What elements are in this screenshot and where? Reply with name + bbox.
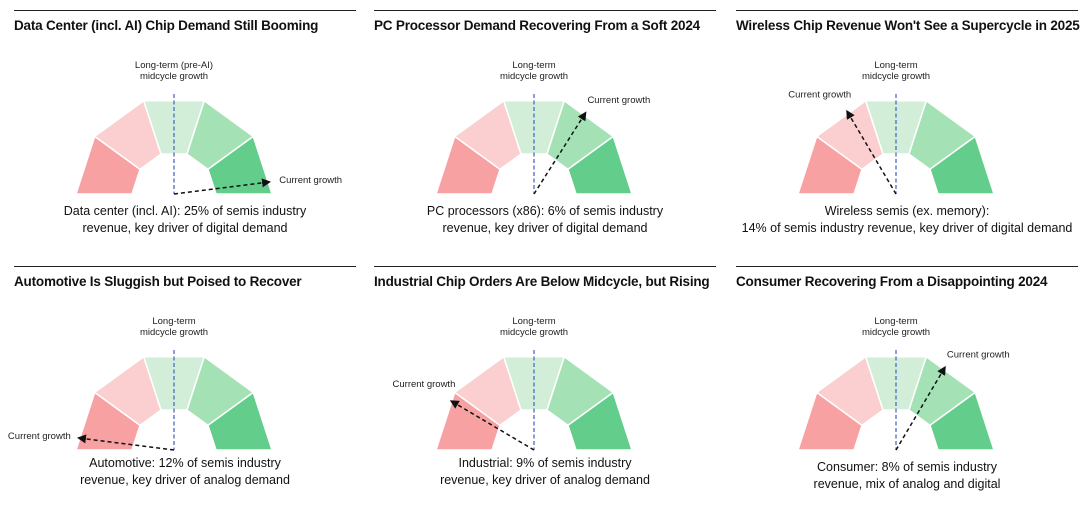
panel-title: Data Center (incl. AI) Chip Demand Still…: [14, 18, 319, 33]
current-growth-arrow: [533, 111, 587, 195]
caption-line-1: PC processors (x86): 6% of semis industr…: [426, 204, 664, 218]
reference-label-line-1: Long-term: [152, 316, 195, 327]
caption-line-2: revenue, key driver of analog demand: [80, 473, 290, 487]
reference-label-line-1: Long-term: [512, 316, 555, 327]
panel-title: Industrial Chip Orders Are Below Midcycl…: [374, 274, 710, 289]
panel-top-rule: [374, 266, 716, 267]
gauge-chart: Long-term (pre-AI)midcycle growth Current…: [74, 60, 342, 195]
gauge-panel-consumer: Consumer Recovering From a Disappointing…: [736, 266, 1078, 516]
panel-title: Consumer Recovering From a Disappointing…: [736, 274, 1048, 289]
gauge-panel-data-center: Data Center (incl. AI) Chip Demand Still…: [14, 10, 356, 260]
gauge-panel-wireless: Wireless Chip Revenue Won't See a Superc…: [736, 10, 1080, 260]
gauge-segment-5: [567, 391, 634, 451]
caption-line-2: revenue, key driver of digital demand: [82, 221, 288, 235]
reference-label-line-1: Long-term: [874, 316, 917, 327]
gauge-segment-5: [207, 391, 274, 451]
gauge-panel-industrial: Industrial Chip Orders Are Below Midcycl…: [374, 266, 716, 516]
panel-caption: Automotive: 12% of semis industry revenu…: [14, 455, 356, 489]
caption-line-1: Industrial: 9% of semis industry: [458, 456, 632, 470]
panel-title: Automotive Is Sluggish but Poised to Rec…: [14, 274, 302, 289]
panel-top-rule: [14, 266, 356, 267]
caption-line-2: 14% of semis industry revenue, key drive…: [741, 221, 1073, 235]
gauge-segment-5: [207, 135, 274, 195]
current-growth-label: Current growth: [587, 95, 650, 106]
panel-title: Wireless Chip Revenue Won't See a Superc…: [736, 18, 1080, 33]
reference-label-line-2: midcycle growth: [862, 71, 930, 82]
current-growth-arrow: [846, 109, 897, 195]
reference-label-line-1: Long-term: [512, 60, 555, 71]
panel-caption: Data center (incl. AI): 25% of semis ind…: [14, 203, 356, 237]
caption-line-1: Wireless semis (ex. memory):: [824, 204, 990, 218]
gauge-segment-5: [929, 391, 996, 451]
panel-caption: Wireless semis (ex. memory): 14% of semi…: [736, 203, 1078, 237]
reference-label-line-2: midcycle growth: [500, 71, 568, 82]
reference-label-line-1: Long-term: [874, 60, 917, 71]
panel-top-rule: [736, 10, 1078, 11]
gauge-panel-pc-processors: PC Processor Demand Recovering From a So…: [374, 10, 716, 260]
panel-top-rule: [736, 266, 1078, 267]
current-growth-label: Current growth: [393, 379, 456, 390]
current-growth-arrow: [449, 400, 535, 451]
current-growth-label: Current growth: [279, 175, 342, 186]
caption-line-1: Consumer: 8% of semis industry: [817, 460, 997, 474]
reference-label-line-2: midcycle growth: [500, 327, 568, 338]
panel-caption: PC processors (x86): 6% of semis industr…: [374, 203, 716, 237]
panel-caption: Industrial: 9% of semis industry revenue…: [374, 455, 716, 489]
reference-label-line-2: midcycle growth: [862, 327, 930, 338]
current-growth-arrow: [895, 365, 946, 451]
panel-title: PC Processor Demand Recovering From a So…: [374, 18, 700, 33]
gauge-panel-automotive: Automotive Is Sluggish but Poised to Rec…: [8, 266, 356, 516]
current-growth-arrow: [76, 434, 175, 451]
current-growth-arrow: [173, 178, 272, 195]
gauge-segment-5: [929, 135, 996, 195]
caption-line-1: Data center (incl. AI): 25% of semis ind…: [63, 204, 307, 218]
caption-line-2: revenue, mix of analog and digital: [813, 477, 1001, 491]
reference-label-line-2: midcycle growth: [140, 327, 208, 338]
panel-top-rule: [14, 10, 356, 11]
panel-caption: Consumer: 8% of semis industry revenue, …: [736, 459, 1078, 493]
caption-line-1: Automotive: 12% of semis industry: [89, 456, 281, 470]
current-growth-label: Current growth: [788, 89, 851, 100]
reference-label-line-2: midcycle growth: [140, 71, 208, 82]
reference-label-line-1: Long-term (pre-AI): [135, 60, 213, 71]
panel-top-rule: [374, 10, 716, 11]
current-growth-label: Current growth: [947, 349, 1010, 360]
caption-line-2: revenue, key driver of digital demand: [442, 221, 648, 235]
gauge-segment-5: [567, 135, 634, 195]
caption-line-2: revenue, key driver of analog demand: [440, 473, 650, 487]
current-growth-label: Current growth: [8, 431, 71, 442]
